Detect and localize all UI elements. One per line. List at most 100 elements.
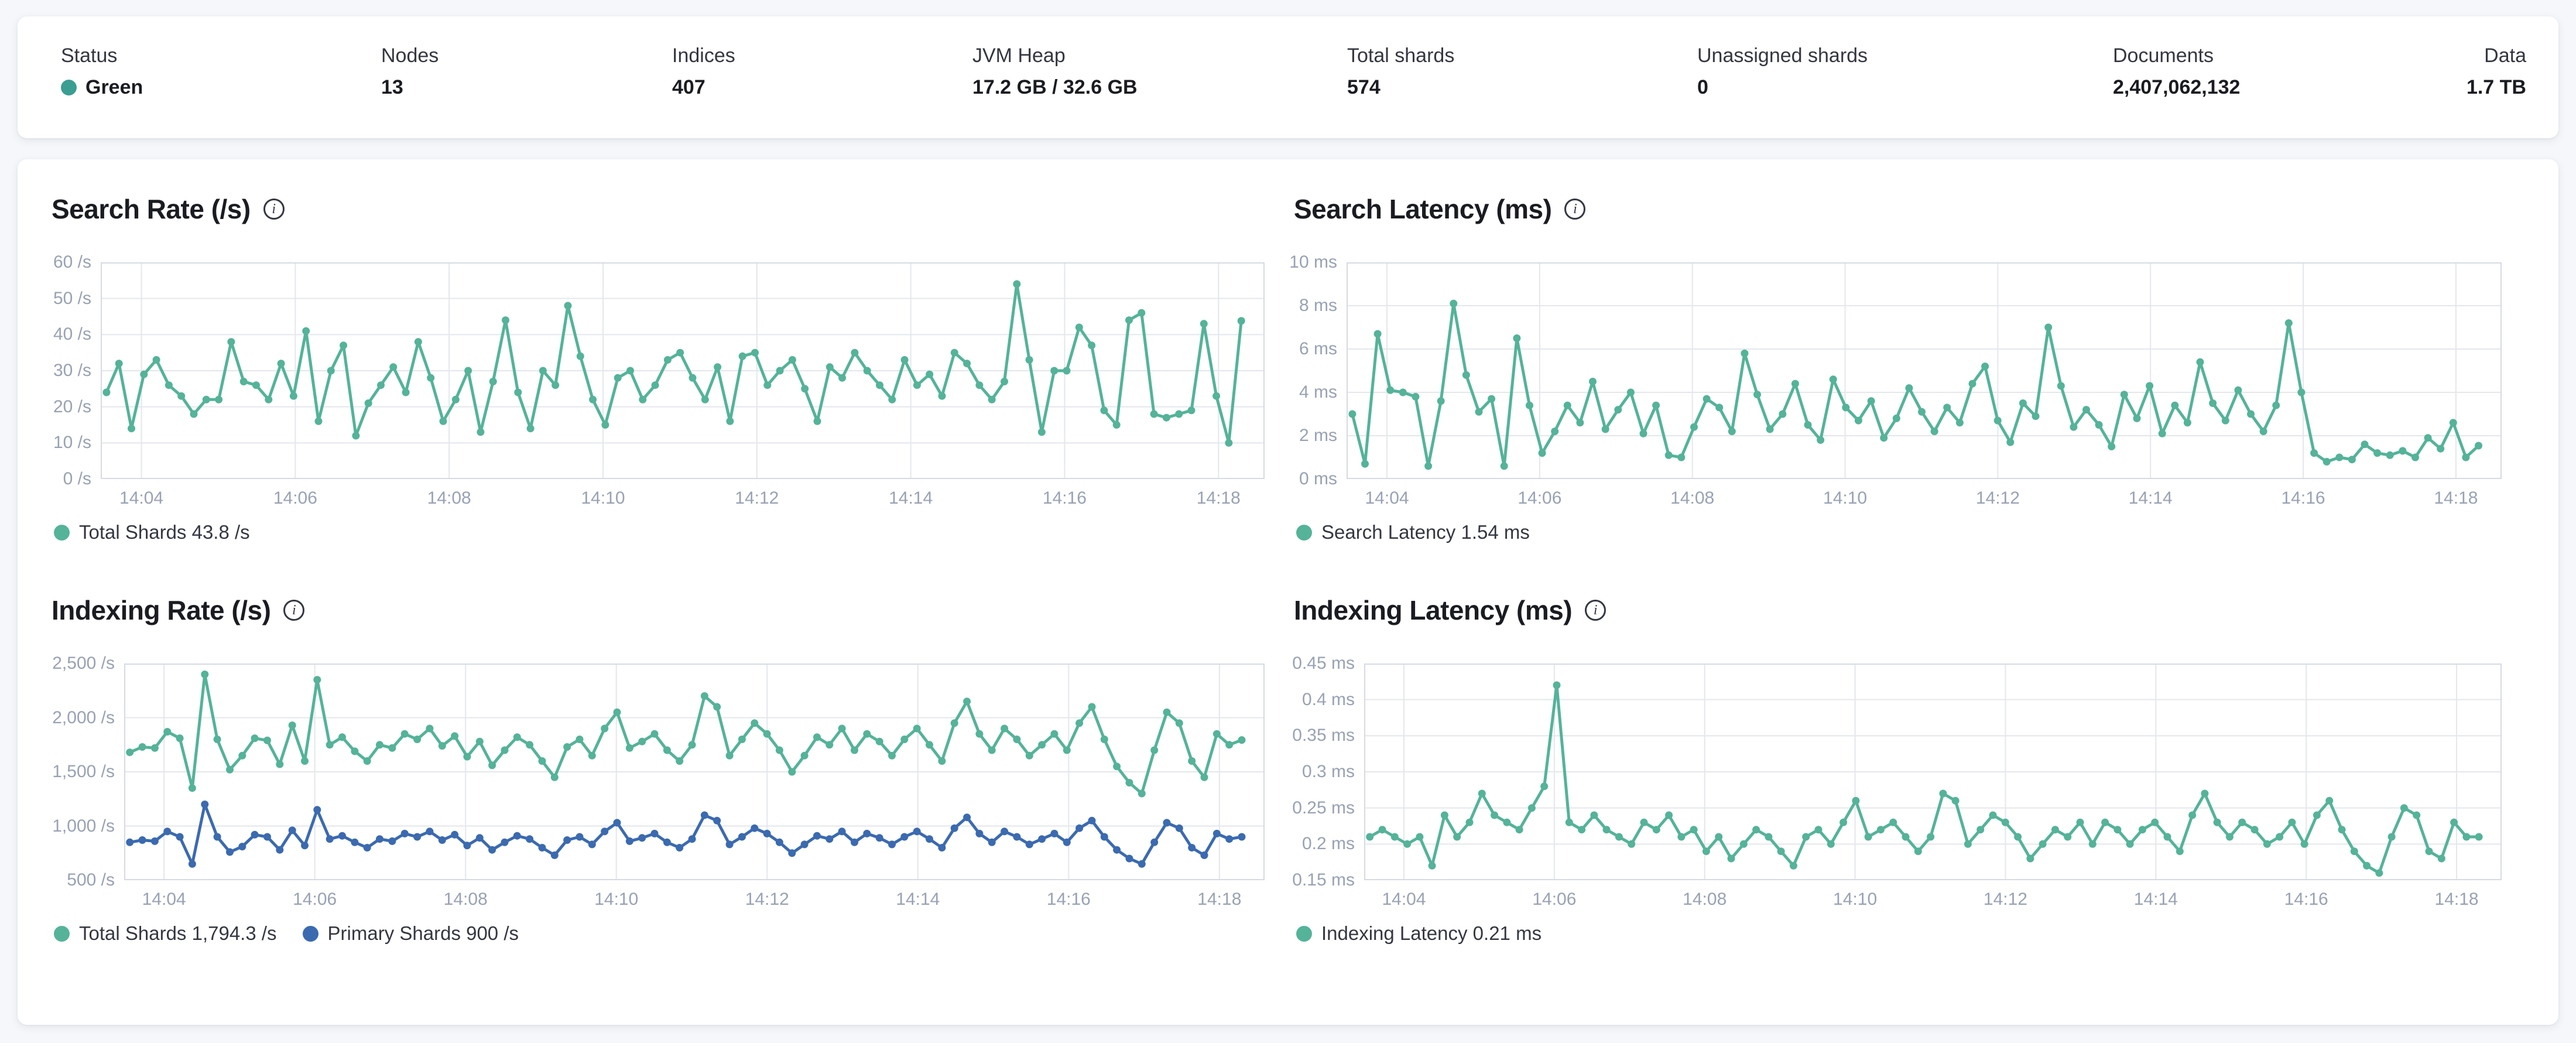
metric-value-total-shards: 574 <box>1347 76 1381 99</box>
legend-item[interactable]: Primary Shards 900 /s <box>302 922 519 945</box>
chart-title-search-rate-s: Search Rate (/s) i <box>52 193 285 225</box>
metric-value-status: Green <box>61 76 143 99</box>
chart-plot-search-rate-s[interactable] <box>101 262 1265 479</box>
chart-plot-search-latency-ms[interactable] <box>1347 262 2502 479</box>
metric-value-unassigned-shards: 0 <box>1697 76 1708 99</box>
y-axis-tick-label: 10 /s <box>53 433 91 453</box>
metric-label-unassigned-shards: Unassigned shards <box>1697 45 1868 67</box>
metric-label-data: Data <box>2484 45 2526 67</box>
x-axis-tick-label: 14:08 <box>1683 890 1727 909</box>
metric-value-text: Green <box>85 76 143 98</box>
y-axis-tick-label: 10 ms <box>1289 252 1337 272</box>
metric-value-text: 13 <box>381 76 403 98</box>
y-axis-tick-label: 0.35 ms <box>1292 726 1355 746</box>
legend-item[interactable]: Total Shards 43.8 /s <box>54 521 250 543</box>
info-icon[interactable]: i <box>263 199 285 220</box>
x-axis-tick-label: 14:08 <box>443 890 488 909</box>
legend-item[interactable]: Search Latency 1.54 ms <box>1296 521 1530 543</box>
x-axis-tick-label: 14:10 <box>594 890 639 909</box>
x-axis-tick-label: 14:14 <box>2128 488 2173 508</box>
chart-legend-search-latency-ms: Search Latency 1.54 ms <box>1296 521 1556 543</box>
legend-item[interactable]: Total Shards 1,794.3 /s <box>54 922 277 945</box>
y-axis-tick-label: 500 /s <box>67 870 115 890</box>
legend-label: Primary Shards 900 /s <box>327 922 519 944</box>
metric-value-text: 17.2 GB / 32.6 GB <box>972 76 1138 98</box>
y-axis-tick-label: 50 /s <box>53 288 91 308</box>
legend-label: Search Latency 1.54 ms <box>1321 521 1530 543</box>
chart-title-text: Search Rate (/s) <box>52 194 251 224</box>
metric-label-documents: Documents <box>2113 45 2214 67</box>
x-axis-tick-label: 14:12 <box>1975 488 2020 508</box>
legend-label: Total Shards 1,794.3 /s <box>79 922 277 944</box>
x-axis-tick-label: 14:10 <box>581 488 625 508</box>
y-axis-tick-label: 60 /s <box>53 252 91 272</box>
charts-panel: Search Rate (/s) i 0 /s 10 /s 20 /s 30 /s 40 /… <box>18 159 2558 1025</box>
y-axis-tick-label: 2,500 /s <box>52 654 115 673</box>
x-axis-tick-label: 14:14 <box>896 890 940 909</box>
chart-plot-indexing-latency-ms[interactable] <box>1364 664 2502 880</box>
y-axis-tick-label: 0 /s <box>63 469 91 488</box>
y-axis-tick-label: 0.2 ms <box>1301 834 1355 854</box>
chart-title-search-latency-ms: Search Latency (ms) i <box>1294 193 1586 225</box>
x-axis-tick-label: 14:08 <box>427 488 471 508</box>
x-axis-tick-label: 14:12 <box>735 488 779 508</box>
metric-label-nodes: Nodes <box>381 45 439 67</box>
legend-color-dot <box>302 925 318 942</box>
info-icon[interactable]: i <box>1564 199 1586 220</box>
y-axis-tick-label: 0.15 ms <box>1292 870 1355 890</box>
chart-legend-search-rate-s: Total Shards 43.8 /s <box>54 521 276 543</box>
x-axis-tick-label: 14:04 <box>1382 890 1426 909</box>
metric-label-indices: Indices <box>672 45 735 67</box>
y-axis-tick-label: 40 /s <box>53 324 91 344</box>
metric-value-text: 574 <box>1347 76 1381 98</box>
metric-value-data: 1.7 TB <box>2467 76 2526 99</box>
y-axis-tick-label: 0.45 ms <box>1292 654 1355 673</box>
legend-item[interactable]: Indexing Latency 0.21 ms <box>1296 922 1542 945</box>
x-axis-tick-label: 14:18 <box>1197 890 1242 909</box>
metric-label-status: Status <box>61 45 118 67</box>
y-axis-tick-label: 1,000 /s <box>52 816 115 836</box>
chart-legend-indexing-rate-s: Total Shards 1,794.3 /s Primary Shards 90… <box>54 922 544 945</box>
legend-color-dot <box>54 524 70 541</box>
x-axis-tick-label: 14:04 <box>119 488 164 508</box>
chart-title-text: Search Latency (ms) <box>1294 194 1552 224</box>
y-axis-tick-label: 0 ms <box>1299 469 1337 488</box>
y-axis-tick-label: 2,000 /s <box>52 707 115 727</box>
metric-value-documents: 2,407,062,132 <box>2113 76 2240 99</box>
info-icon[interactable]: i <box>283 600 305 621</box>
x-axis-tick-label: 14:16 <box>1042 488 1087 508</box>
chart-plot-indexing-rate-s[interactable] <box>124 664 1265 880</box>
x-axis-tick-label: 14:14 <box>2133 890 2178 909</box>
x-axis-tick-label: 14:06 <box>1532 890 1577 909</box>
y-axis-tick-label: 4 ms <box>1299 382 1337 402</box>
metric-label-total-shards: Total shards <box>1347 45 1455 67</box>
metric-value-jvm-heap: 17.2 GB / 32.6 GB <box>972 76 1138 99</box>
x-axis-tick-label: 14:12 <box>1983 890 2027 909</box>
legend-label: Indexing Latency 0.21 ms <box>1321 922 1542 944</box>
y-axis-tick-label: 6 ms <box>1299 339 1337 358</box>
x-axis-tick-label: 14:14 <box>889 488 933 508</box>
y-axis-tick-label: 1,500 /s <box>52 762 115 781</box>
y-axis-tick-label: 0.4 ms <box>1301 689 1355 709</box>
x-axis-tick-label: 14:16 <box>1046 890 1091 909</box>
metric-value-text: 0 <box>1697 76 1708 98</box>
x-axis-tick-label: 14:16 <box>2281 488 2325 508</box>
x-axis-tick-label: 14:06 <box>1517 488 1562 508</box>
y-axis-tick-label: 2 ms <box>1299 426 1337 445</box>
x-axis-tick-label: 14:08 <box>1670 488 1715 508</box>
legend-label: Total Shards 43.8 /s <box>79 521 250 543</box>
x-axis-tick-label: 14:10 <box>1833 890 1878 909</box>
y-axis-tick-label: 30 /s <box>53 361 91 380</box>
chart-title-text: Indexing Rate (/s) <box>52 595 271 625</box>
y-axis-tick-label: 8 ms <box>1299 296 1337 315</box>
metric-value-text: 1.7 TB <box>2466 76 2526 98</box>
x-axis-tick-label: 14:06 <box>273 488 317 508</box>
y-axis-tick-label: 0.3 ms <box>1301 762 1355 781</box>
chart-title-indexing-rate-s: Indexing Rate (/s) i <box>52 594 305 626</box>
metric-value-indices: 407 <box>672 76 705 99</box>
x-axis-tick-label: 14:18 <box>2434 488 2478 508</box>
x-axis-tick-label: 14:10 <box>1823 488 1868 508</box>
info-icon[interactable]: i <box>1585 600 1606 621</box>
x-axis-tick-label: 14:06 <box>293 890 337 909</box>
